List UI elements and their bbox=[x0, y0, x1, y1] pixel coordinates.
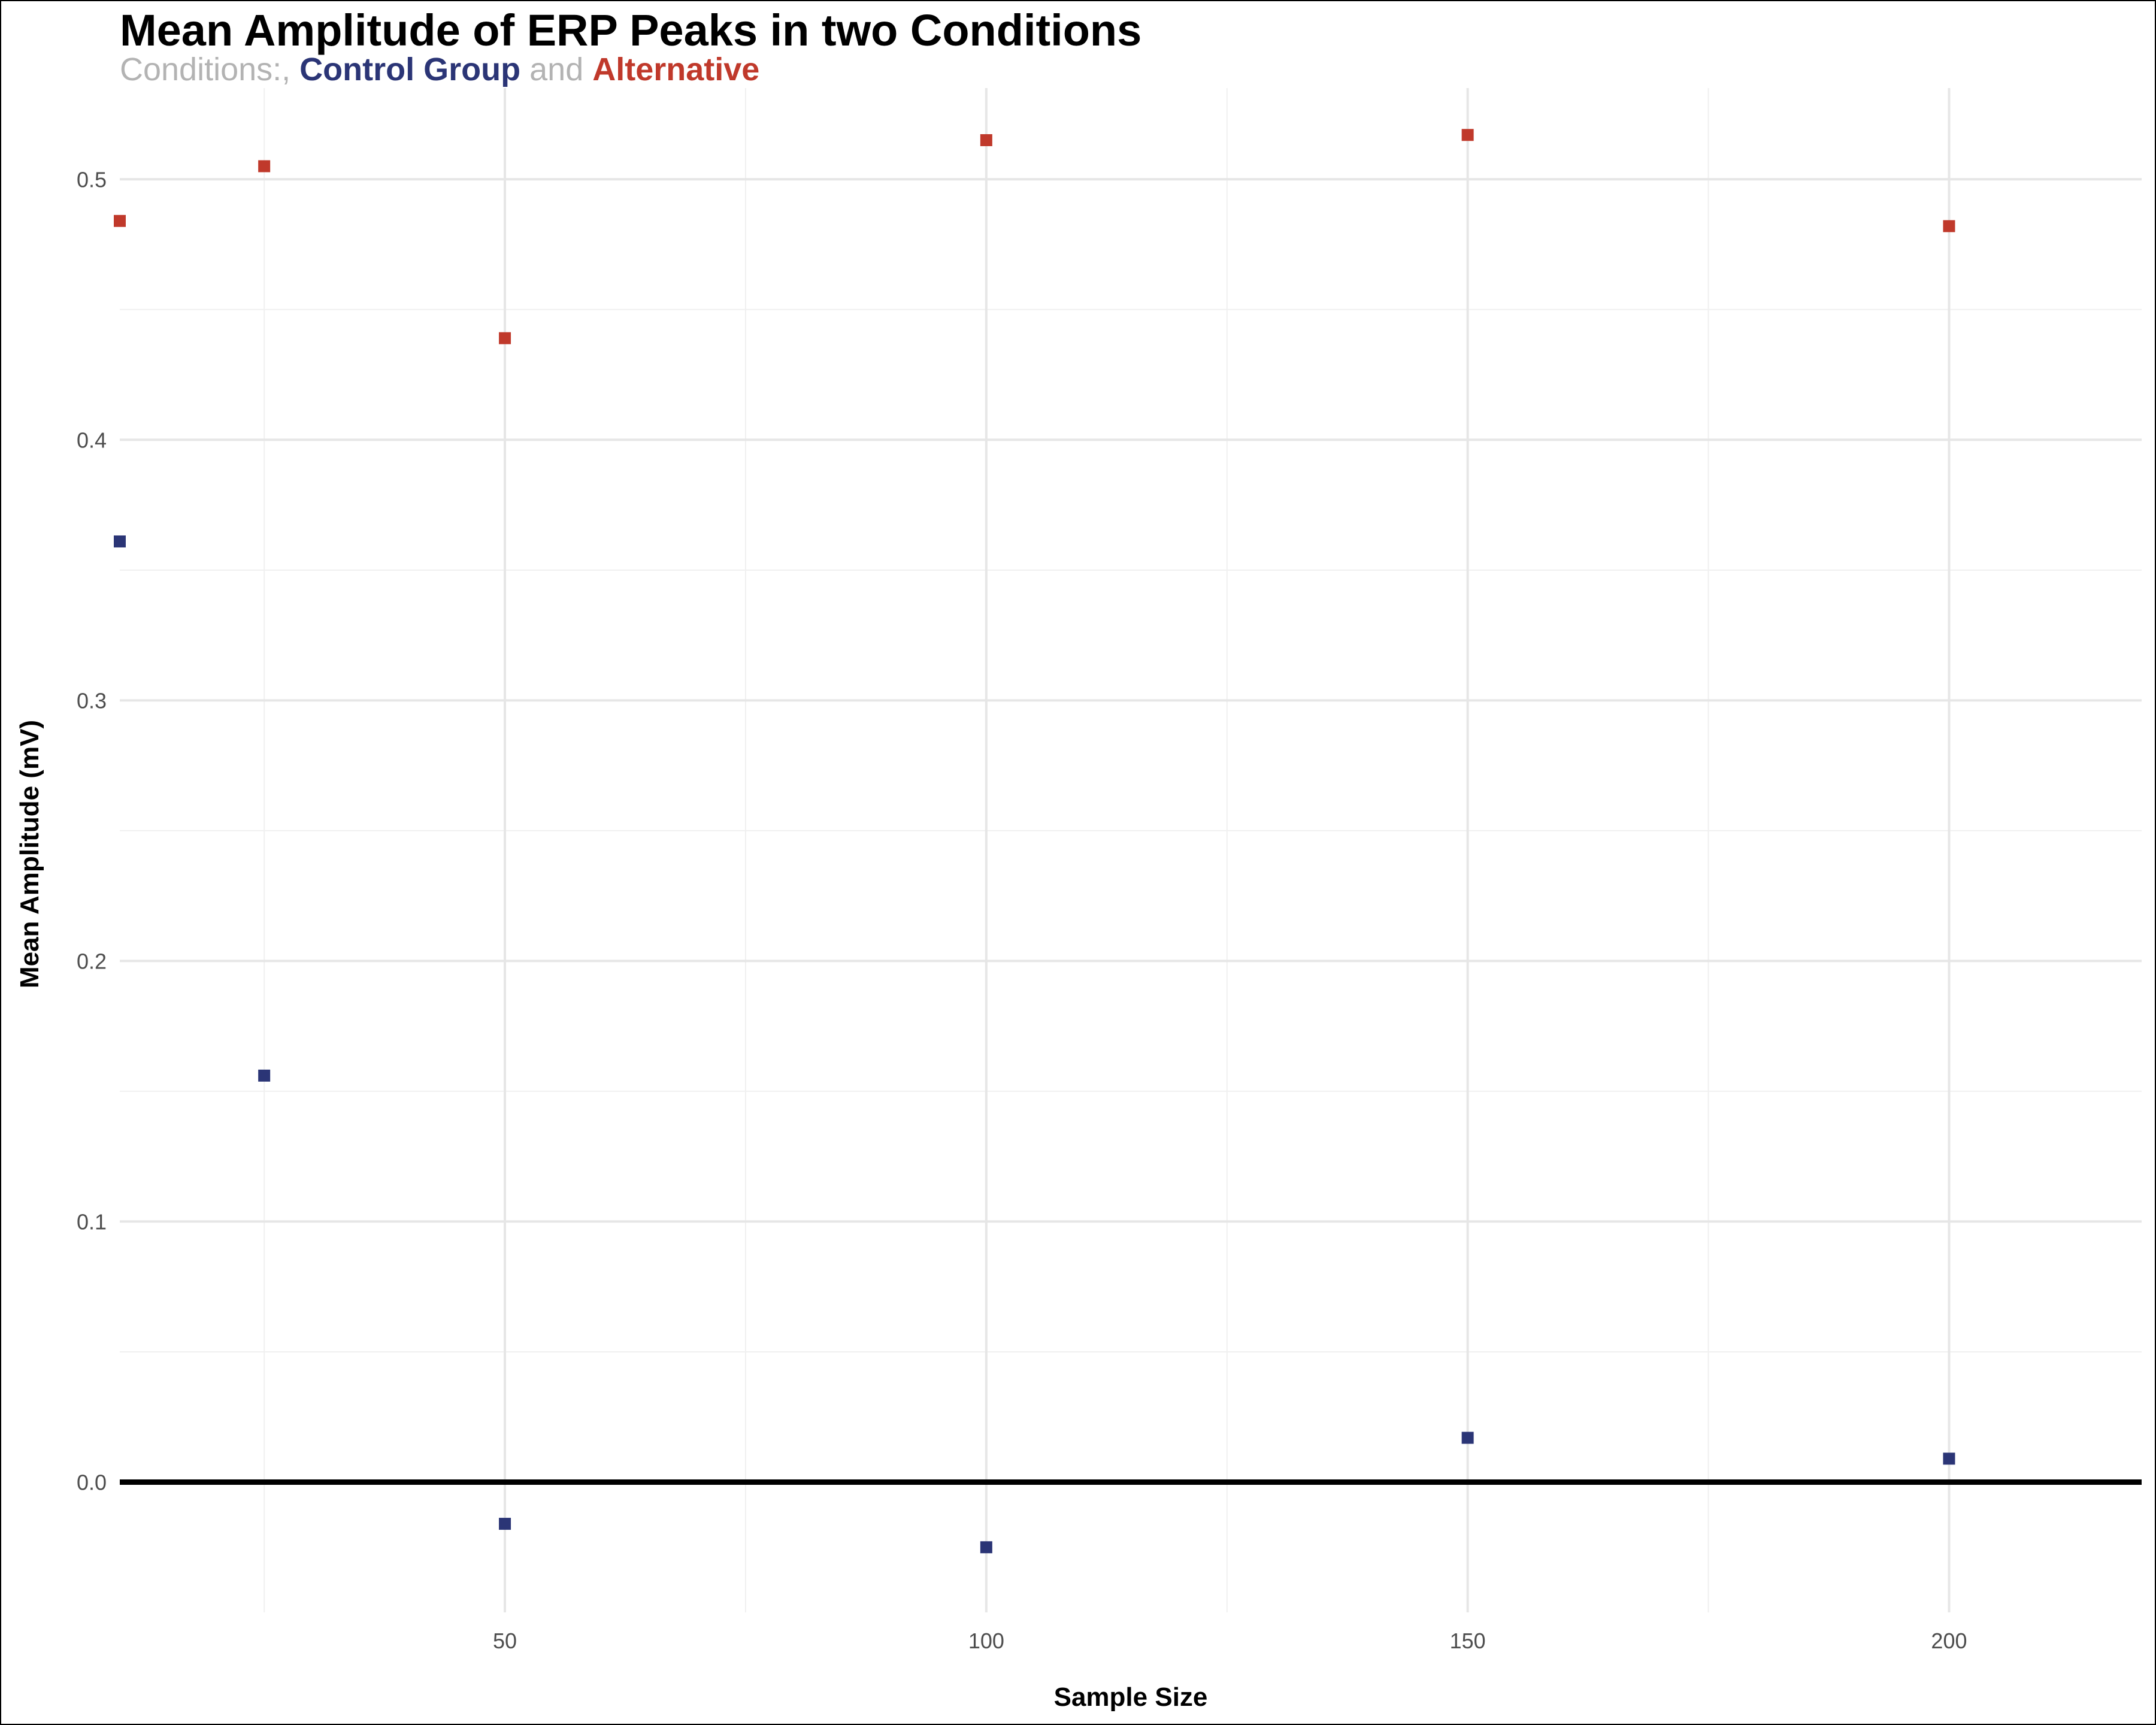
subtitle-control-group: Control Group bbox=[299, 52, 520, 87]
x-tick-label: 200 bbox=[1931, 1629, 1967, 1653]
y-tick-label: 0.1 bbox=[77, 1209, 107, 1234]
y-tick-label: 0.2 bbox=[77, 949, 107, 973]
x-tick-label: 50 bbox=[493, 1629, 517, 1653]
y-tick-label: 0.5 bbox=[77, 167, 107, 192]
control-group-point bbox=[258, 1069, 271, 1082]
x-tick-label: 150 bbox=[1450, 1629, 1486, 1653]
alternative-point bbox=[1461, 129, 1474, 141]
alternative-point bbox=[499, 332, 511, 344]
chart-title: Mean Amplitude of ERP Peaks in two Condi… bbox=[120, 5, 1141, 55]
chart-subtitle: Conditions:, Control Group and Alternati… bbox=[120, 52, 759, 87]
alternative-point bbox=[114, 214, 126, 227]
control-group-point bbox=[980, 1541, 992, 1554]
alternative-point bbox=[1943, 220, 1955, 232]
control-group-point bbox=[1943, 1452, 1955, 1465]
data-points bbox=[114, 129, 1955, 1554]
x-axis-title: Sample Size bbox=[1054, 1682, 1208, 1712]
x-tick-label: 100 bbox=[968, 1629, 1004, 1653]
subtitle-alternative: Alternative bbox=[592, 52, 759, 87]
subtitle-prefix: Conditions:, bbox=[120, 52, 299, 87]
control-group-point bbox=[1461, 1432, 1474, 1444]
alternative-point bbox=[980, 134, 992, 147]
y-tick-label: 0.4 bbox=[77, 428, 107, 452]
y-axis-title: Mean Amplitude (mV) bbox=[15, 720, 44, 988]
alternative-point bbox=[258, 160, 271, 172]
y-axis-ticks: 0.0 0.1 0.2 0.3 0.4 0.5 bbox=[77, 167, 107, 1494]
grid-lines bbox=[120, 88, 2142, 1612]
subtitle-joiner: and bbox=[529, 52, 592, 87]
x-axis-ticks: 50 100 150 200 bbox=[493, 1629, 1967, 1653]
y-tick-label: 0.3 bbox=[77, 688, 107, 713]
control-group-point bbox=[499, 1518, 511, 1530]
y-tick-label: 0.0 bbox=[77, 1470, 107, 1494]
control-group-point bbox=[114, 535, 126, 547]
